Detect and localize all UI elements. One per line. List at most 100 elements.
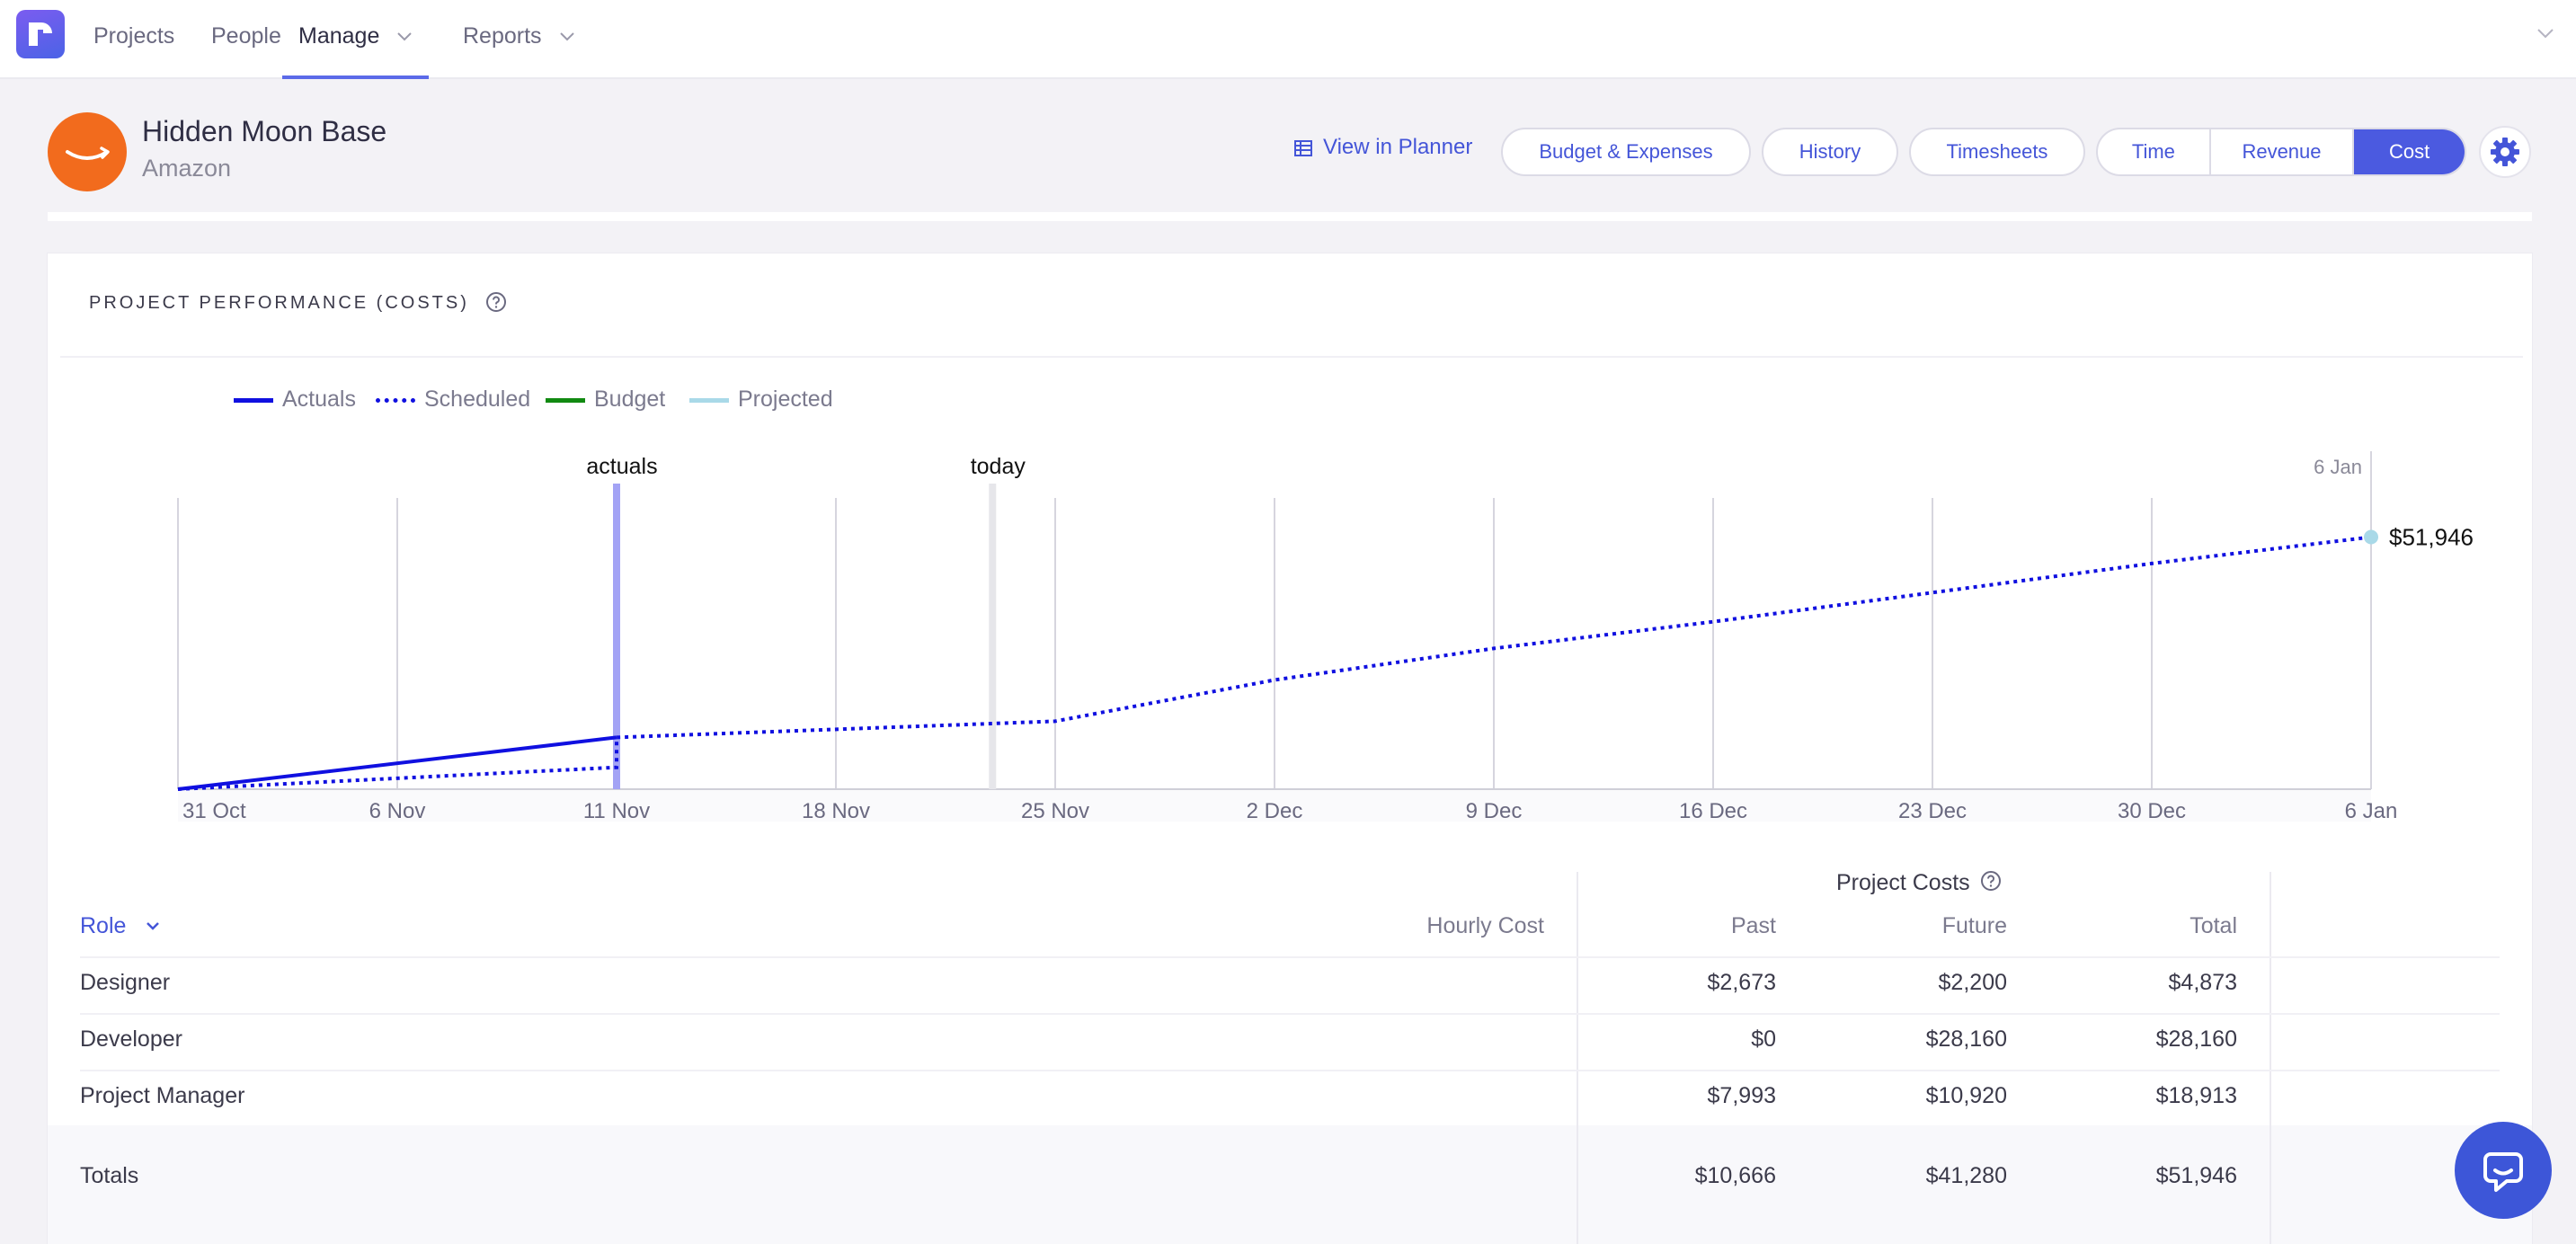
support-chat-button[interactable]: [2455, 1122, 2552, 1219]
end-value-label: $51,946: [2389, 523, 2474, 550]
nav-reports[interactable]: Reports: [463, 0, 575, 79]
x-tick-label: 23 Dec: [1898, 799, 1967, 823]
row-future-developer: $28,160: [1925, 1026, 2007, 1052]
view-mode-toggle: Time Revenue Cost: [2096, 128, 2466, 176]
row-divider: [80, 956, 2500, 958]
segment-time[interactable]: Time: [2131, 140, 2175, 163]
marker-today-line: [989, 484, 997, 789]
marker-actuals-label: actuals: [586, 454, 657, 479]
project-costs-group-header: Project Costs: [1836, 870, 2002, 896]
client-name: Amazon: [142, 155, 232, 182]
view-in-planner-link[interactable]: View in Planner: [1294, 135, 1472, 160]
role-column-header[interactable]: Role: [80, 913, 161, 939]
history-button[interactable]: History: [1762, 128, 1898, 176]
legend-scheduled-swatch: [376, 397, 415, 403]
column-divider: [1577, 872, 1578, 1244]
settings-button[interactable]: [2479, 126, 2531, 178]
timesheets-button[interactable]: Timesheets: [1909, 128, 2085, 176]
card-divider: [60, 356, 2523, 358]
x-axis-band: [178, 789, 2371, 822]
chat-support-icon: [2483, 1152, 2523, 1192]
x-tick-label: 18 Nov: [802, 799, 870, 823]
row-past-project-manager: $7,993: [1707, 1083, 1776, 1108]
plot-end-date-label: 6 Jan: [2314, 456, 2362, 478]
segment-cost[interactable]: Cost: [2352, 129, 2465, 174]
legend-projected-label: Projected: [738, 387, 833, 412]
column-divider: [2270, 872, 2271, 1244]
row-divider: [80, 1070, 2500, 1071]
end-point: [2364, 529, 2378, 545]
chevron-down-icon: [559, 32, 574, 41]
legend-budget-swatch: [546, 397, 585, 403]
future-header: Future: [1941, 913, 2007, 938]
x-tick-label: 6 Jan: [2345, 799, 2398, 823]
legend-actuals-swatch: [234, 397, 273, 403]
header-divider: [48, 212, 2532, 221]
legend-actuals-label: Actuals: [282, 387, 356, 412]
top-nav: Projects People Manage Reports: [0, 0, 2576, 79]
legend-actuals[interactable]: Actuals: [234, 387, 356, 413]
row-total-project-manager: $18,913: [2155, 1083, 2237, 1108]
x-tick-label: 9 Dec: [1466, 799, 1523, 823]
totals-past: $10,666: [1694, 1163, 1776, 1188]
legend-scheduled-label: Scheduled: [424, 387, 531, 412]
row-total-developer: $28,160: [2155, 1026, 2237, 1052]
legend-scheduled[interactable]: Scheduled: [376, 387, 530, 413]
totals-future: $41,280: [1925, 1163, 2007, 1188]
row-role-project-manager[interactable]: Project Manager: [80, 1083, 245, 1108]
legend-budget[interactable]: Budget: [546, 387, 665, 413]
row-role-designer[interactable]: Designer: [80, 970, 171, 995]
project-name: Hidden Moon Base: [142, 115, 387, 147]
hourly-cost-header: Hourly Cost: [1426, 913, 1544, 938]
total-header: Total: [2190, 913, 2237, 938]
budget-expenses-button[interactable]: Budget & Expenses: [1501, 128, 1751, 176]
series-scheduled-line: [177, 535, 2372, 791]
row-role-developer[interactable]: Developer: [80, 1026, 182, 1052]
row-divider: [80, 1013, 2500, 1015]
nav-manage-label: Manage: [298, 23, 380, 49]
chevron-down-icon: [397, 32, 413, 41]
row-past-developer: $0: [1751, 1026, 1776, 1052]
totals-label: Totals: [80, 1163, 139, 1188]
row-past-designer: $2,673: [1707, 970, 1776, 995]
row-future-designer: $2,200: [1938, 970, 2007, 995]
x-tick-label: 6 Nov: [369, 799, 426, 823]
question-circle-icon[interactable]: [485, 291, 507, 313]
x-tick-label: 31 Oct: [182, 799, 246, 823]
x-tick-label: 16 Dec: [1679, 799, 1747, 823]
series-actuals-line: [177, 735, 617, 791]
x-tick-label: 11 Nov: [583, 799, 650, 823]
x-tick-label: 30 Dec: [2118, 799, 2186, 823]
project-costs-label: Project Costs: [1836, 870, 1970, 895]
nav-people[interactable]: People: [211, 23, 281, 49]
past-header: Past: [1730, 913, 1776, 938]
performance-title: PROJECT PERFORMANCE (COSTS): [89, 291, 507, 314]
performance-card: PROJECT PERFORMANCE (COSTS) Actuals Sche…: [48, 253, 2532, 1244]
runn-logo-icon[interactable]: [16, 10, 65, 58]
x-tick-label: 25 Nov: [1021, 799, 1089, 823]
cost-performance-chart: actuals today 31 Oct 6 Nov 11 Nov 18 Nov 25 No…: [177, 451, 2474, 823]
nav-manage[interactable]: Manage: [282, 0, 430, 79]
view-in-planner-label: View in Planner: [1323, 135, 1473, 159]
x-tick-label: 2 Dec: [1247, 799, 1303, 823]
legend-projected[interactable]: Projected: [689, 387, 833, 413]
role-header-label: Role: [80, 913, 127, 938]
question-circle-icon[interactable]: [1980, 870, 2002, 892]
totals-row-background: [48, 1125, 2532, 1244]
segment-revenue[interactable]: Revenue: [2208, 129, 2352, 174]
client-avatar: [48, 112, 127, 191]
amazon-smile-icon: [66, 147, 110, 160]
marker-today-label: today: [971, 454, 1026, 479]
table-icon: [1294, 140, 1312, 156]
performance-title-text: PROJECT PERFORMANCE (COSTS): [89, 293, 469, 313]
gear-icon: [2491, 138, 2519, 166]
nav-projects[interactable]: Projects: [93, 23, 175, 49]
account-menu-chevron-icon[interactable]: [2536, 27, 2554, 40]
chevron-down-icon: [147, 922, 160, 930]
totals-total: $51,946: [2155, 1163, 2237, 1188]
nav-reports-label: Reports: [463, 23, 542, 49]
legend-budget-label: Budget: [594, 387, 666, 412]
legend-projected-swatch: [689, 397, 729, 403]
row-total-designer: $4,873: [2168, 970, 2237, 995]
row-future-project-manager: $10,920: [1925, 1083, 2007, 1108]
